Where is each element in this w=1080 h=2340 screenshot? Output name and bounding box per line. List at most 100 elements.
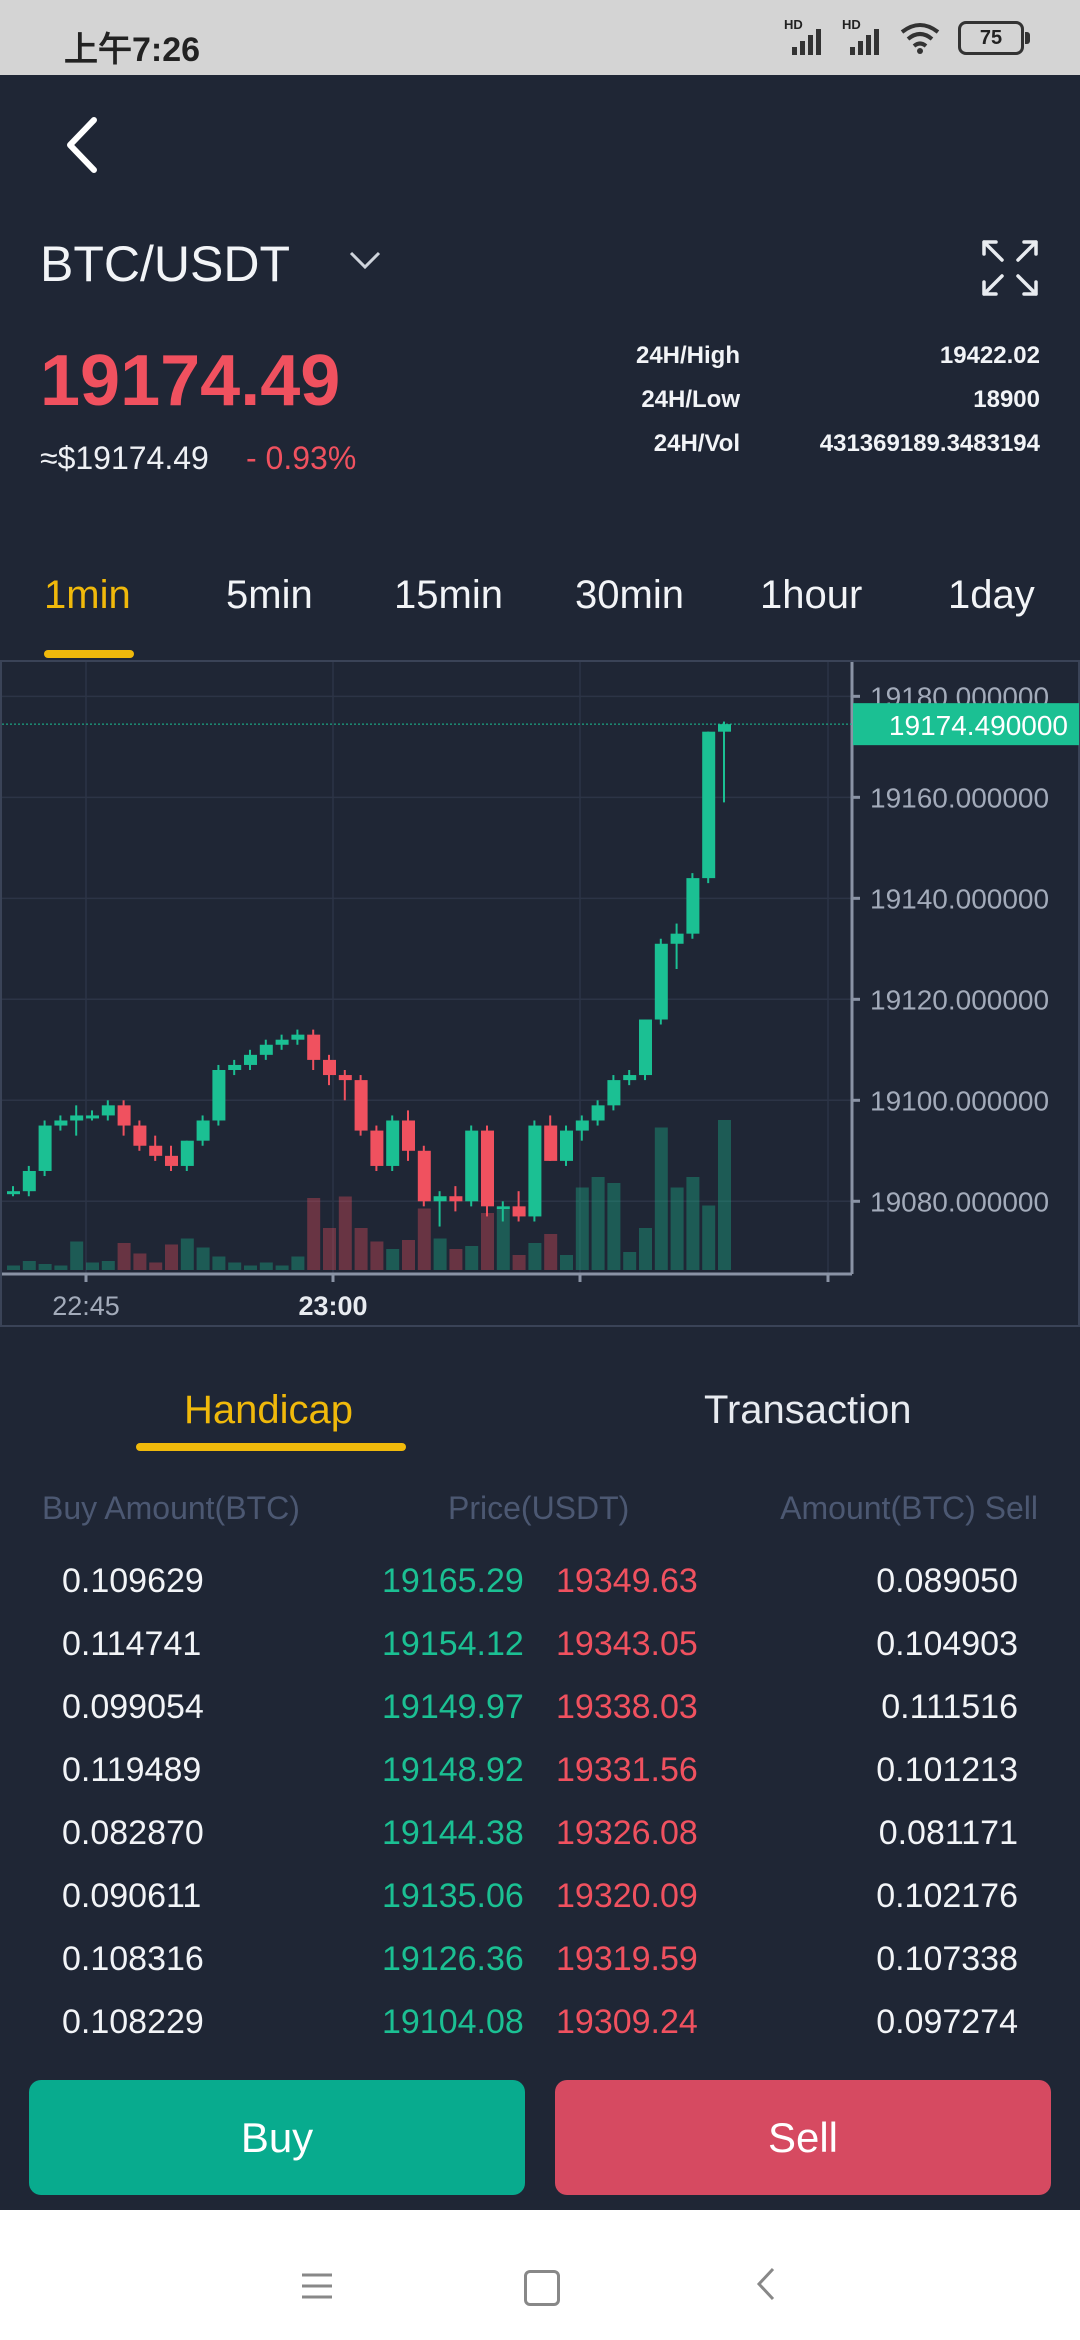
sell-button[interactable]: Sell bbox=[555, 2080, 1051, 2195]
header-buy-amount: Buy Amount(BTC) bbox=[42, 1490, 300, 1526]
y-tick-label: 19140.000000 bbox=[870, 883, 1049, 914]
volume-bar bbox=[544, 1234, 558, 1270]
candle-body bbox=[449, 1196, 463, 1202]
stat-low-label: 24H/Low bbox=[641, 386, 740, 413]
volume-bar bbox=[496, 1210, 510, 1270]
sell-amount: 0.097274 bbox=[876, 2003, 1018, 2041]
candle-body bbox=[670, 933, 684, 944]
candle-body bbox=[259, 1044, 273, 1055]
candle-body bbox=[560, 1130, 573, 1161]
candle-body bbox=[433, 1196, 447, 1202]
buy-amount: 0.108229 bbox=[62, 2003, 204, 2041]
orderbook-row[interactable]: 0.099054 19149.97 19338.03 0.111516 bbox=[0, 1688, 1080, 1751]
candlestick-chart[interactable]: 19180.00000019160.00000019140.0000001912… bbox=[0, 660, 1080, 1328]
signal-hd-label: HD bbox=[784, 17, 803, 32]
candle-body bbox=[639, 1019, 652, 1076]
tab-1hour[interactable]: 1hour bbox=[760, 573, 863, 617]
x-tick-label: 22:45 bbox=[52, 1291, 120, 1321]
volume-bars bbox=[7, 1120, 731, 1270]
candle-body bbox=[101, 1105, 115, 1116]
tab-1day[interactable]: 1day bbox=[948, 573, 1035, 617]
candle-body bbox=[275, 1039, 289, 1045]
stat-high-value: 19422.02 bbox=[939, 342, 1040, 369]
y-axis-labels: 19180.00000019160.00000019140.0000001912… bbox=[870, 681, 1049, 1217]
candle-body bbox=[180, 1140, 194, 1166]
active-subtab-indicator bbox=[136, 1443, 406, 1451]
status-bar: 上午7:26 HD HD 75 bbox=[0, 0, 1080, 75]
volume-bar bbox=[481, 1213, 494, 1270]
price-change: - 0.93% bbox=[246, 440, 357, 476]
signal-hd-label: HD bbox=[842, 17, 861, 32]
orderbook-row[interactable]: 0.082870 19144.38 19326.08 0.081171 bbox=[0, 1814, 1080, 1877]
candle-body bbox=[7, 1191, 20, 1195]
volume-bar bbox=[86, 1262, 99, 1270]
volume-bar bbox=[465, 1246, 479, 1270]
buy-amount: 0.090611 bbox=[62, 1877, 202, 1915]
volume-bar bbox=[433, 1238, 447, 1270]
orderbook-row[interactable]: 0.108316 19126.36 19319.59 0.107338 bbox=[0, 1940, 1080, 2003]
volume-bar bbox=[702, 1205, 716, 1270]
candle-body bbox=[370, 1130, 384, 1166]
tab-transaction[interactable]: Transaction bbox=[704, 1388, 912, 1432]
candle-body bbox=[291, 1034, 305, 1040]
volume-bar bbox=[228, 1262, 242, 1270]
volume-bar bbox=[212, 1256, 226, 1270]
buy-amount: 0.082870 bbox=[62, 1814, 204, 1852]
tab-5min[interactable]: 5min bbox=[226, 573, 313, 617]
volume-bar bbox=[528, 1243, 542, 1270]
volume-bar bbox=[354, 1228, 368, 1270]
sell-price: 19309.24 bbox=[556, 2003, 698, 2041]
candle-body bbox=[402, 1120, 415, 1151]
volume-bar bbox=[291, 1256, 305, 1270]
buy-price: 19149.97 bbox=[382, 1688, 524, 1726]
volume-bar bbox=[338, 1196, 352, 1270]
stat-vol-value: 431369189.3483194 bbox=[819, 430, 1040, 457]
current-price-tag: 19174.490000 bbox=[2, 703, 1079, 746]
tab-handicap[interactable]: Handicap bbox=[184, 1388, 354, 1432]
sell-amount: 0.104903 bbox=[876, 1625, 1018, 1663]
volume-bar bbox=[307, 1198, 321, 1270]
candle-body bbox=[607, 1080, 621, 1106]
menu-icon[interactable] bbox=[300, 2272, 334, 2300]
buy-button[interactable]: Buy bbox=[29, 2080, 525, 2195]
pair-title[interactable]: BTC/USDT bbox=[40, 236, 290, 292]
tab-1min[interactable]: 1min bbox=[44, 573, 131, 617]
chart-grid bbox=[2, 662, 860, 1282]
orderbook-row[interactable]: 0.114741 19154.12 19343.05 0.104903 bbox=[0, 1625, 1080, 1688]
stat-low-value: 18900 bbox=[973, 386, 1040, 413]
candle-body bbox=[149, 1145, 163, 1156]
volume-bar bbox=[591, 1177, 605, 1270]
volume-bar bbox=[22, 1261, 36, 1270]
nav-back-icon[interactable] bbox=[756, 2266, 776, 2302]
volume-bar bbox=[275, 1265, 289, 1270]
fullscreen-icon[interactable] bbox=[980, 238, 1040, 298]
volume-bar bbox=[623, 1252, 637, 1270]
active-tab-indicator bbox=[44, 650, 134, 658]
orderbook-row[interactable]: 0.109629 19165.29 19349.63 0.089050 bbox=[0, 1562, 1080, 1625]
orderbook-row[interactable]: 0.108229 19104.08 19309.24 0.097274 bbox=[0, 2003, 1080, 2066]
volume-bar bbox=[386, 1249, 400, 1270]
tab-30min[interactable]: 30min bbox=[575, 573, 684, 617]
candle-body bbox=[54, 1120, 68, 1126]
candle-body bbox=[165, 1155, 178, 1166]
volume-bar bbox=[165, 1244, 178, 1270]
candle-body bbox=[465, 1130, 479, 1202]
buy-price: 19144.38 bbox=[382, 1814, 524, 1852]
chevron-down-icon[interactable] bbox=[345, 245, 385, 275]
y-tick-label: 19100.000000 bbox=[870, 1085, 1049, 1116]
candle-body bbox=[117, 1105, 131, 1126]
orderbook-row[interactable]: 0.119489 19148.92 19331.56 0.101213 bbox=[0, 1751, 1080, 1814]
sell-amount: 0.107338 bbox=[876, 1940, 1018, 1978]
orderbook-row[interactable]: 0.090611 19135.06 19320.09 0.102176 bbox=[0, 1877, 1080, 1940]
candle-body bbox=[86, 1115, 99, 1119]
candle-body bbox=[417, 1150, 431, 1202]
sell-price: 19326.08 bbox=[556, 1814, 698, 1852]
candle-body bbox=[702, 731, 716, 879]
sell-price: 19320.09 bbox=[556, 1877, 698, 1915]
tab-15min[interactable]: 15min bbox=[394, 573, 503, 617]
home-icon[interactable] bbox=[524, 2270, 560, 2306]
candle-body bbox=[481, 1130, 494, 1207]
current-price-label: 19174.490000 bbox=[889, 710, 1068, 741]
back-arrow-icon[interactable] bbox=[56, 110, 106, 180]
buy-price: 19154.12 bbox=[382, 1625, 524, 1663]
